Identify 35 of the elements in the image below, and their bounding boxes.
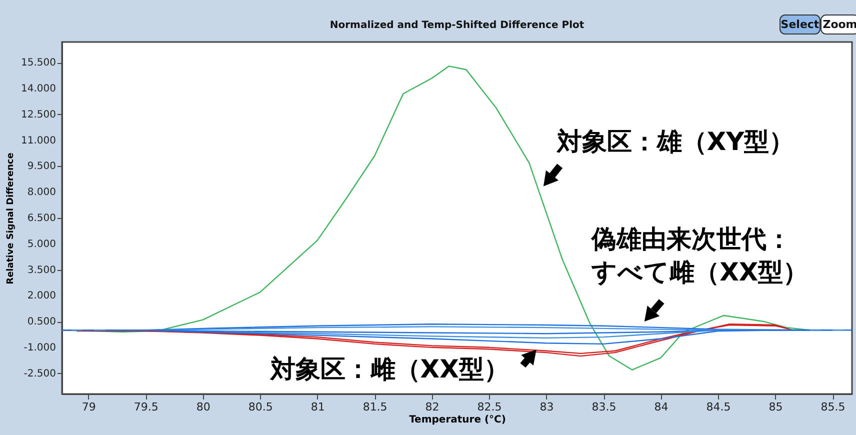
y-tick-label: -1.000	[24, 342, 56, 354]
y-tick-label: 2.000	[27, 290, 56, 302]
x-tick-label: 81	[310, 400, 325, 414]
x-tick-label: 81.5	[362, 400, 388, 414]
y-tick-label: 12.500	[21, 109, 56, 120]
x-tick-label: 84.5	[706, 400, 731, 414]
y-tick-label: 3.500	[27, 264, 56, 276]
y-tick-label: 11.000	[21, 135, 56, 146]
x-tick-label: 85	[768, 400, 783, 414]
x-tick-label: 83	[540, 400, 554, 414]
x-tick-label: 82.5	[477, 400, 502, 414]
y-tick-label: 5.000	[27, 238, 56, 250]
y-tick-label: 0.500	[27, 316, 56, 328]
y-tick-label: 15.500	[21, 58, 56, 69]
x-tick-label: 85.5	[820, 400, 846, 414]
y-tick-label: -2.500	[24, 368, 56, 380]
x-axis-title: Temperature (°C)	[409, 414, 506, 426]
x-tick-label: 80.5	[248, 400, 273, 414]
y-tick-label: 6.500	[27, 213, 56, 224]
x-tick-label: 79.5	[134, 400, 158, 414]
x-tick-label: 82	[425, 400, 440, 414]
x-tick-label: 80	[196, 400, 210, 414]
x-tick-label: 83.5	[592, 400, 616, 414]
x-tick-label: 84	[654, 400, 668, 414]
y-tick-label: 14.000	[21, 84, 56, 95]
annotation: 対象区：雌（XX型）	[269, 354, 509, 384]
text: Zoom	[822, 18, 856, 31]
text: Select	[780, 18, 820, 31]
annotation: 対象区：雄（XY型）	[556, 126, 794, 156]
x-tick-label: 79	[82, 400, 96, 414]
chart-title: Normalized and Temp-Shifted Difference Plot	[330, 20, 584, 31]
annotation: 偽雄由来次世代：すべて雌（XX型）	[590, 224, 808, 286]
y-tick-label: 8.000	[27, 187, 56, 198]
y-axis-title: Relative Signal Difference	[6, 152, 16, 284]
y-tick-label: 9.500	[27, 161, 56, 172]
